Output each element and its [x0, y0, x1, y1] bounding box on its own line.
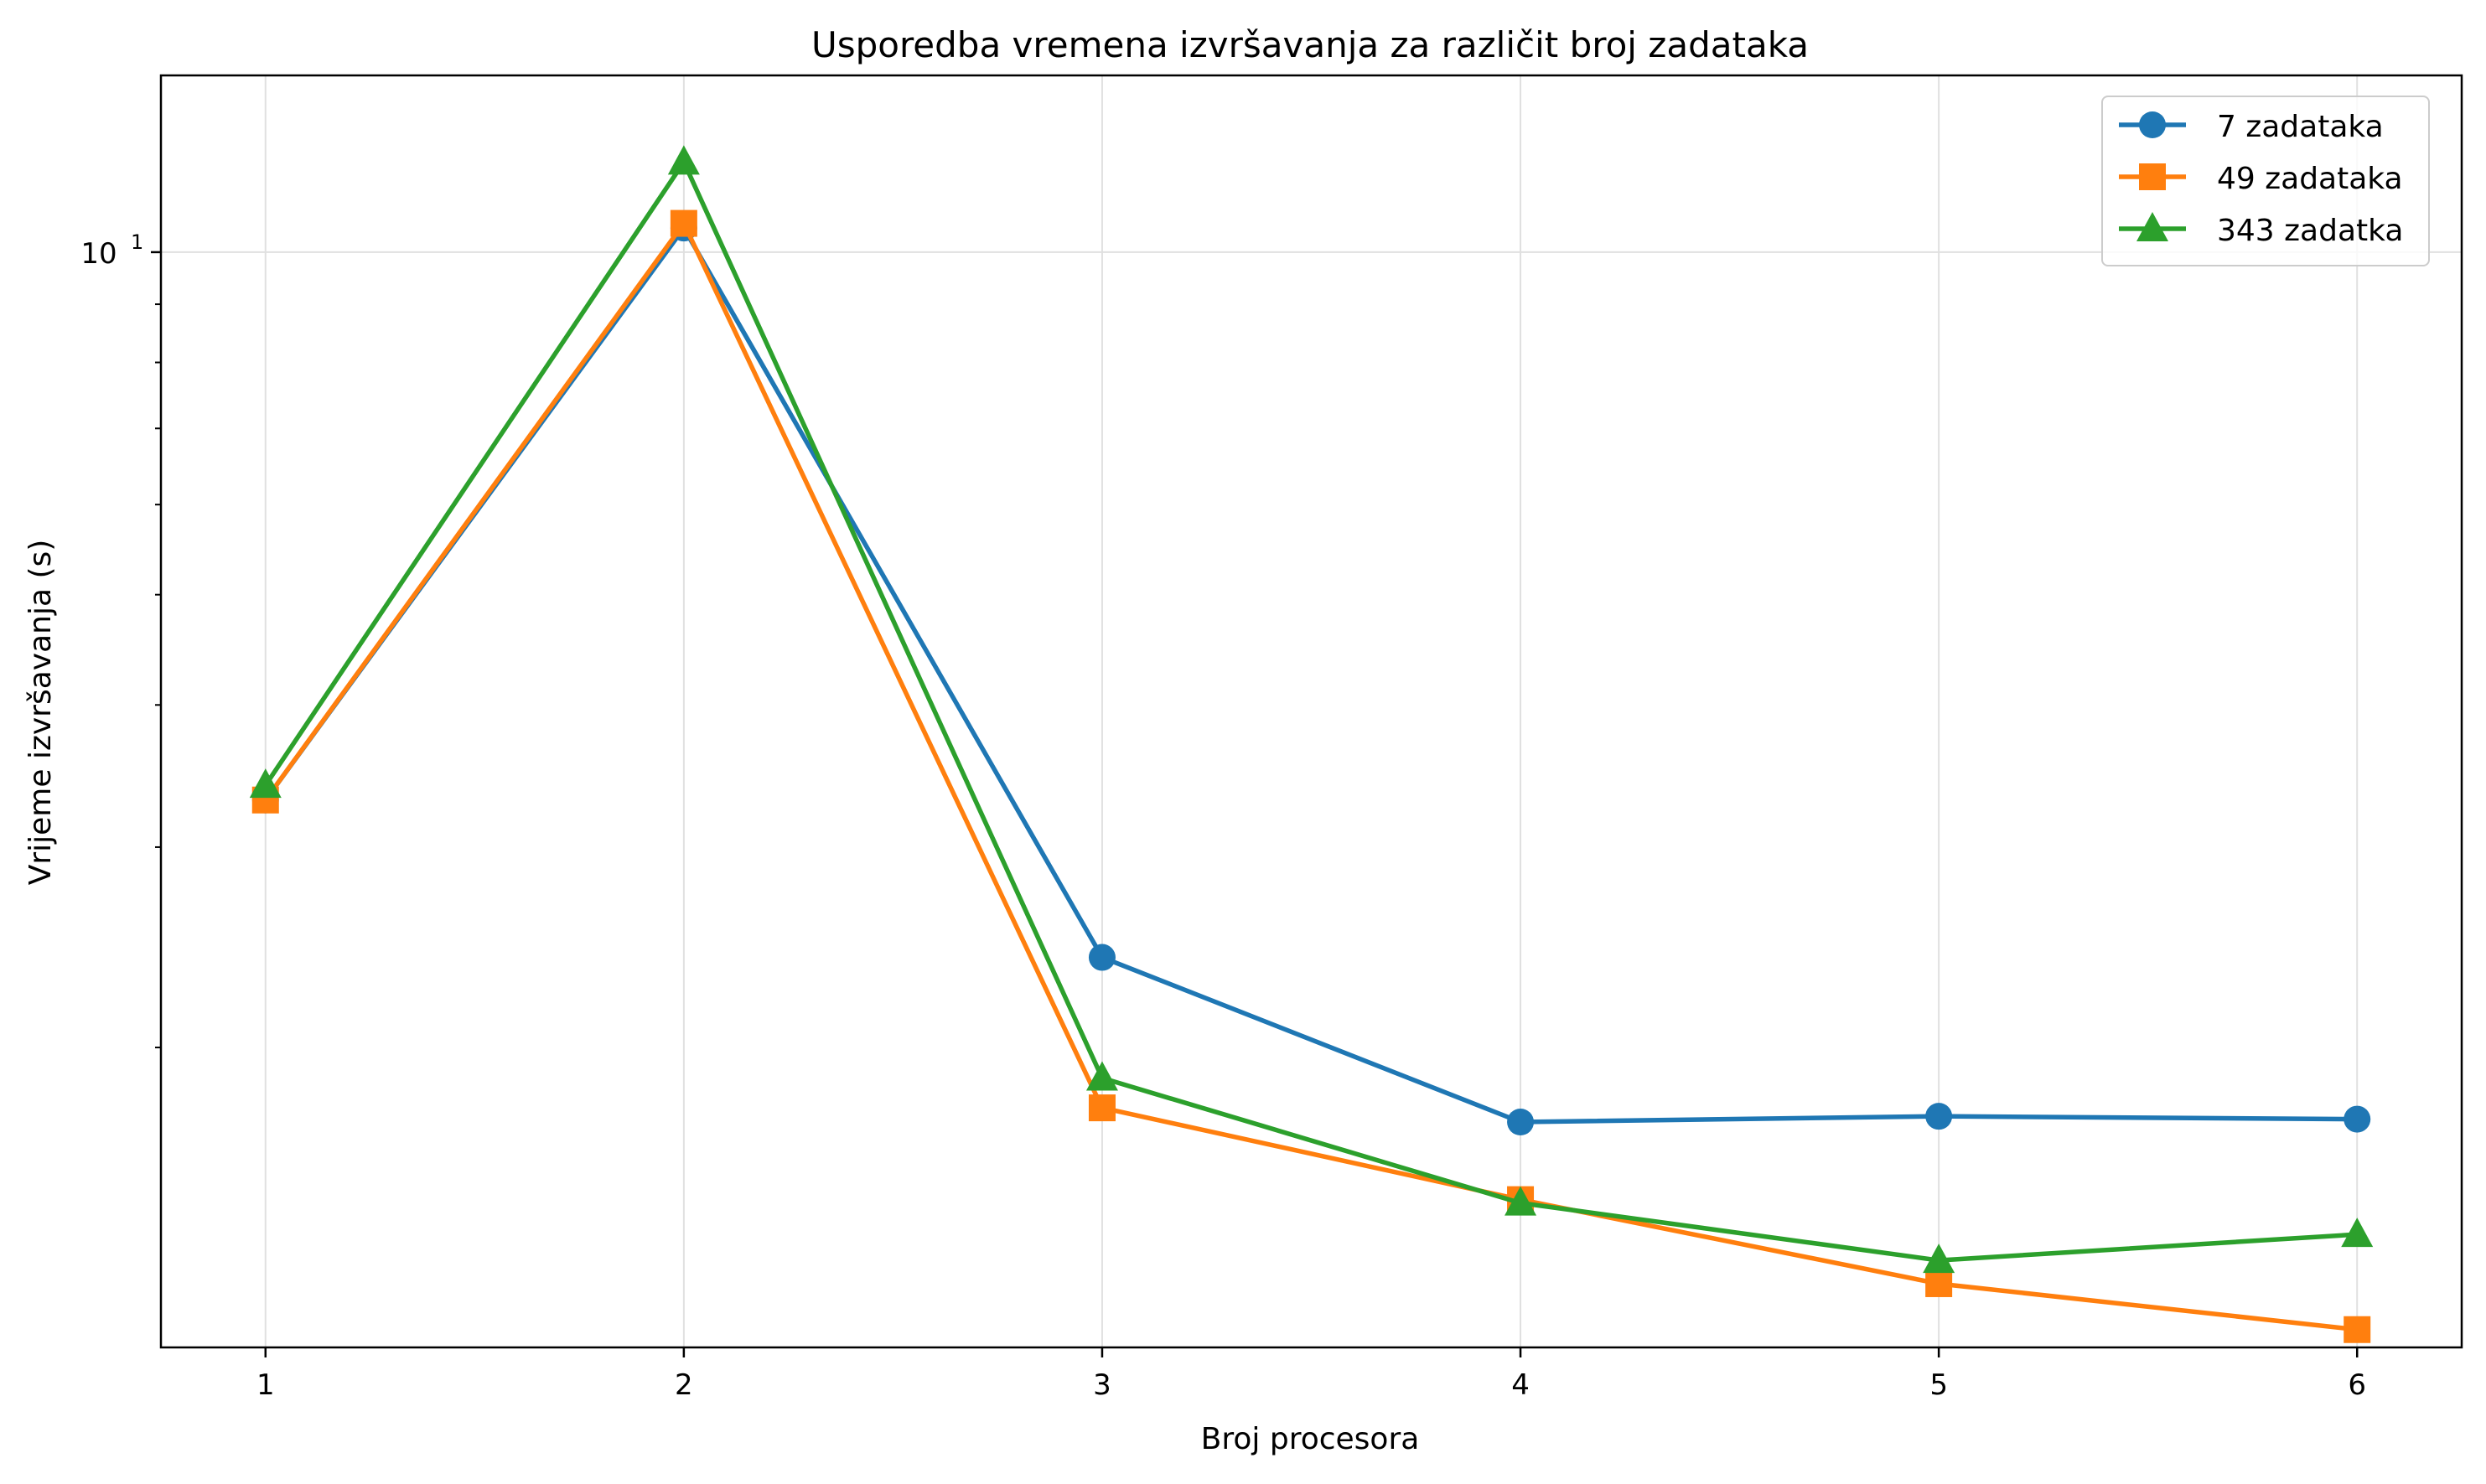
legend-frame: [2101, 96, 2430, 266]
legend-markers: [2119, 111, 2186, 241]
series-343-zadatka: [249, 145, 2374, 1274]
y-axis-label: Vrijeme izvršavanja (s): [23, 540, 58, 886]
x-tick-label: 4: [1511, 1368, 1530, 1402]
data-point-7-zadataka: [2344, 1105, 2371, 1133]
data-point-343-zadatka: [2341, 1218, 2374, 1248]
plot-frame: [159, 74, 2463, 1349]
data-point-7-zadataka: [1088, 944, 1116, 971]
legend: 7 zadataka 49 zadataka 343 zadatka: [2101, 96, 2430, 266]
data-point-49-zadataka: [670, 209, 697, 237]
data-point-343-zadatka: [667, 145, 700, 175]
legend-label-49-zadataka: 49 zadataka: [2217, 162, 2403, 196]
legend-marker-49-zadataka: [2139, 163, 2166, 190]
legend-label-7-zadataka: 7 zadataka: [2217, 110, 2384, 144]
x-ticks: 1 2 3 4 5 6: [256, 1347, 2366, 1402]
data-point-7-zadataka: [1925, 1103, 1953, 1130]
data-point-343-zadatka: [1085, 1061, 1118, 1091]
legend-marker-7-zadataka: [2139, 111, 2166, 138]
y-ticks: 10 1: [80, 230, 161, 271]
data-point-343-zadatka: [249, 768, 282, 799]
legend-label-343-zadatka: 343 zadatka: [2217, 214, 2403, 248]
x-tick-label: 3: [1093, 1368, 1111, 1402]
y-tick-exponent: 1: [131, 230, 143, 254]
x-tick-label: 5: [1929, 1368, 1948, 1402]
data-point-343-zadatka: [1923, 1244, 1955, 1274]
series-line-49-zadataka: [263, 220, 2358, 1332]
legend-marker-343-zadatka: [2136, 212, 2168, 241]
data-point-7-zadataka: [1507, 1108, 1535, 1135]
x-tick-label: 6: [2348, 1368, 2366, 1402]
grid: [161, 75, 2462, 1347]
series-line-343-zadatka: [263, 159, 2358, 1263]
x-tick-label: 2: [675, 1368, 693, 1402]
chart-title: Usporedba vremena izvršavanja za različi…: [811, 24, 1809, 65]
data-point-49-zadataka: [2344, 1316, 2371, 1343]
series-layer: [249, 145, 2374, 1343]
x-tick-label: 1: [256, 1368, 275, 1402]
data-point-343-zadatka: [1505, 1186, 1537, 1216]
x-axis-label: Broj procesora: [1201, 1422, 1420, 1456]
y-tick-label: 10: [80, 237, 117, 271]
data-point-49-zadataka: [1925, 1269, 1953, 1297]
data-point-49-zadataka: [1088, 1094, 1116, 1122]
